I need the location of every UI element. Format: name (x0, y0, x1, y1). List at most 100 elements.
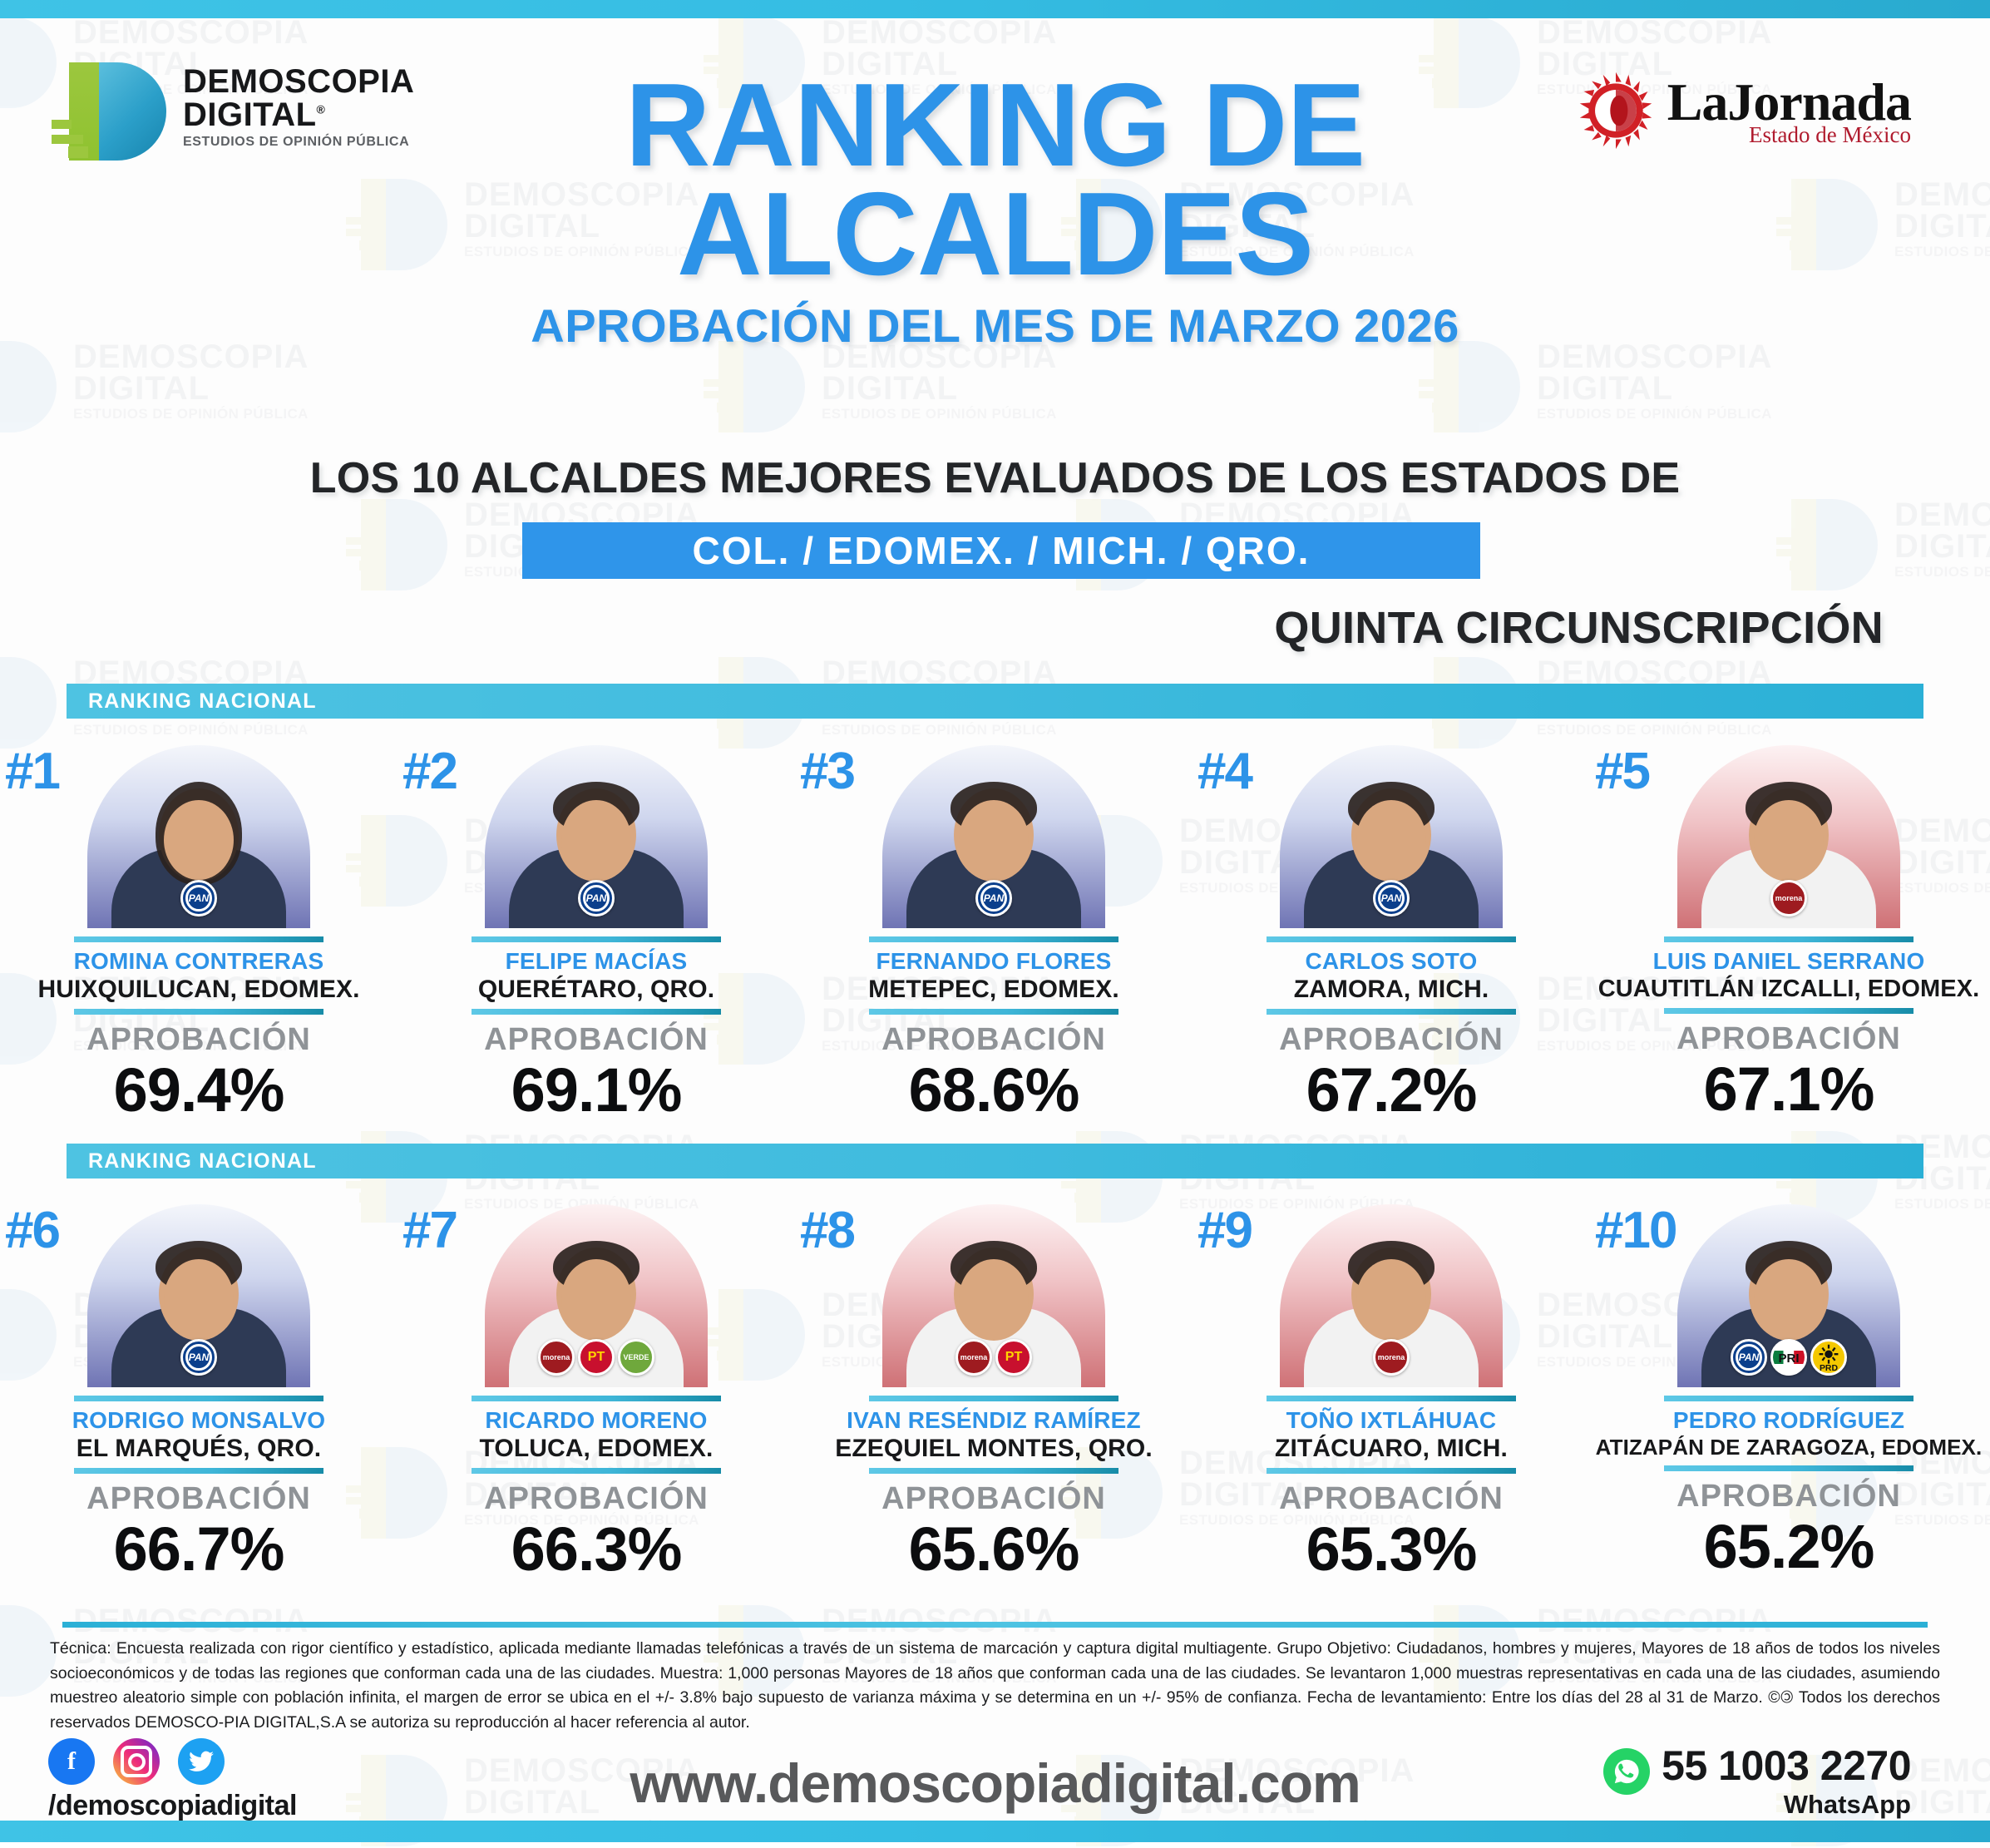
states-bar: COL. / EDOMEX. / MICH. / QRO. (522, 522, 1480, 579)
party-badges: PAN (578, 880, 615, 917)
mayor-city: METEPEC, EDOMEX. (868, 976, 1119, 1003)
rank-number: #1 (5, 743, 61, 800)
instagram-icon[interactable] (113, 1738, 160, 1785)
mayor-card: #5 morena LUIS DANIEL SERRANO CUAUTITLÁN IZ… (1590, 730, 1988, 1125)
mayor-card: #3 PAN FERNANDO FLORES METEPEC, EDOMEX. APRO… (795, 730, 1193, 1125)
mayor-name: RICARDO MORENO (485, 1407, 708, 1433)
approval-percent: 69.4% (113, 1055, 285, 1124)
whatsapp-icon[interactable] (1603, 1748, 1651, 1795)
social-handle[interactable]: /demoscopiadigital (48, 1790, 297, 1821)
mayor-city: HUIXQUILUCAN, EDOMEX. (37, 976, 360, 1003)
party-badge-morena: morena (1373, 1339, 1410, 1376)
twitter-icon[interactable] (178, 1738, 225, 1785)
rank-number: #8 (800, 1202, 856, 1259)
mayor-name: FELIPE MACÍAS (505, 948, 688, 974)
card-divider-bottom (1664, 1465, 1913, 1471)
rank-number: #2 (402, 743, 458, 800)
demoscopia-d-icon (52, 60, 166, 161)
mayor-city: ATIZAPÁN DE ZARAGOZA, EDOMEX. (1595, 1435, 1983, 1460)
card-divider-bottom (1664, 1008, 1913, 1014)
card-divider-top (1267, 1396, 1516, 1401)
mayor-card: #2 PAN FELIPE MACÍAS QUERÉTARO, QRO. APROBAC… (398, 730, 795, 1125)
mayor-name: TOÑO IXTLÁHUAC (1286, 1407, 1497, 1433)
mayor-name: CARLOS SOTO (1305, 948, 1478, 974)
approval-label: APROBACIÓN (1279, 1022, 1504, 1057)
approval-percent: 65.6% (908, 1514, 1080, 1584)
party-badges: PAN (1373, 880, 1410, 917)
rank-number: #3 (800, 743, 856, 800)
lajornada-region: Estado de México (1749, 121, 1911, 147)
approval-percent: 66.7% (113, 1514, 285, 1584)
party-badge-morena: morena (1770, 880, 1807, 917)
party-badge-pan: PAN (180, 880, 217, 917)
mayor-name: ROMINA CONTRERAS (73, 948, 324, 974)
party-badge-pri: PRI (1770, 1339, 1807, 1376)
approval-percent: 66.3% (511, 1514, 683, 1584)
footer-divider (62, 1622, 1928, 1628)
party-badge-verde: VERDE (618, 1339, 654, 1376)
card-divider-bottom (1267, 1009, 1516, 1015)
rank-number: #9 (1197, 1202, 1253, 1259)
party-badges: morena (1770, 880, 1807, 917)
rank-number: #6 (5, 1202, 61, 1259)
mayor-photo: morena PT VERDE (485, 1204, 708, 1387)
circunscripcion-label: QUINTA CIRCUNSCRIPCIÓN (1274, 603, 1884, 653)
ranking-row-1: #1 PAN ROMINA CONTRERAS HUIXQUILUCAN, EDOME… (0, 730, 1990, 1125)
lead-text: LOS 10 ALCALDES MEJORES EVALUADOS DE LOS… (309, 454, 1681, 502)
approval-label: APROBACIÓN (1279, 1481, 1504, 1516)
mayor-card: #6 PAN RODRIGO MONSALVO EL MARQUÉS, QRO. APR… (0, 1189, 398, 1584)
party-badge-morena: morena (538, 1339, 575, 1376)
party-badge-morena: morena (955, 1339, 992, 1376)
brand-line2: DIGITAL (183, 96, 317, 133)
lajornada-logo: LaJornada Estado de México (1576, 71, 1912, 151)
rank-number: #4 (1197, 743, 1253, 800)
party-badge-pt: PT (578, 1339, 615, 1376)
facebook-icon[interactable]: f (48, 1738, 95, 1785)
card-divider-bottom (869, 1468, 1118, 1474)
mayor-city: ZAMORA, MICH. (1293, 976, 1489, 1003)
mayor-city: CUAUTITLÁN IZCALLI, EDOMEX. (1597, 976, 1980, 1002)
lajornada-gear-icon (1576, 71, 1656, 151)
approval-label: APROBACIÓN (881, 1022, 1106, 1057)
mayor-name: IVAN RESÉNDIZ RAMÍREZ (847, 1407, 1141, 1433)
mayor-card: #7 morena PT VERDE RICARDO MORENO TOLUCA, EDO… (398, 1189, 795, 1584)
registered-mark: ® (316, 102, 326, 116)
mayor-photo: PAN PRI PRD (1677, 1204, 1900, 1387)
mayor-photo: PAN (87, 1204, 310, 1387)
mayor-city: TOLUCA, EDOMEX. (479, 1435, 714, 1462)
card-divider-bottom (472, 1468, 721, 1474)
whatsapp-number[interactable]: 55 1003 2270 (1662, 1742, 1911, 1789)
approval-percent: 65.3% (1306, 1514, 1478, 1584)
card-divider-top (472, 936, 721, 942)
mayor-name: PEDRO RODRÍGUEZ (1672, 1407, 1905, 1433)
approval-label: APROBACIÓN (86, 1481, 311, 1516)
mayor-city: QUERÉTARO, QRO. (477, 976, 715, 1003)
party-badge-pan: PAN (578, 880, 615, 917)
website-url[interactable]: www.demoscopiadigital.com (630, 1752, 1360, 1814)
card-divider-top (869, 936, 1118, 942)
party-badges: PAN PRI PRD (1731, 1339, 1847, 1376)
mayor-photo: PAN (1280, 745, 1503, 928)
brand-tagline: ESTUDIOS DE OPINIÓN PÚBLICA (183, 134, 410, 149)
mayor-card: #10 PAN PRI PRD PEDRO RODRÍGUEZ ATIZAPÁN DE Z… (1590, 1189, 1988, 1584)
approval-percent: 67.1% (1703, 1055, 1875, 1124)
party-badges: PAN (180, 1339, 217, 1376)
party-badge-pan: PAN (975, 880, 1012, 917)
title-line-1: RANKING DE (625, 59, 1365, 191)
social-block: f /demoscopiadigital (48, 1738, 297, 1822)
ranking-bar-row2-label: RANKING NACIONAL (88, 1149, 317, 1173)
whatsapp-block[interactable]: 55 1003 2270 WhatsApp (1603, 1745, 1911, 1820)
approval-percent: 65.2% (1703, 1512, 1875, 1581)
party-badge-pan: PAN (180, 1339, 217, 1376)
rank-number: #5 (1595, 743, 1651, 800)
bottom-accent-bar (0, 1821, 1990, 1842)
card-divider-bottom (74, 1009, 323, 1015)
approval-label: APROBACIÓN (86, 1022, 311, 1057)
technical-note: Técnica: Encuesta realizada con rigor ci… (50, 1639, 1940, 1732)
lajornada-name: LaJornada (1667, 72, 1912, 131)
approval-percent: 67.2% (1306, 1055, 1478, 1124)
party-badge-pan: PAN (1731, 1339, 1767, 1376)
